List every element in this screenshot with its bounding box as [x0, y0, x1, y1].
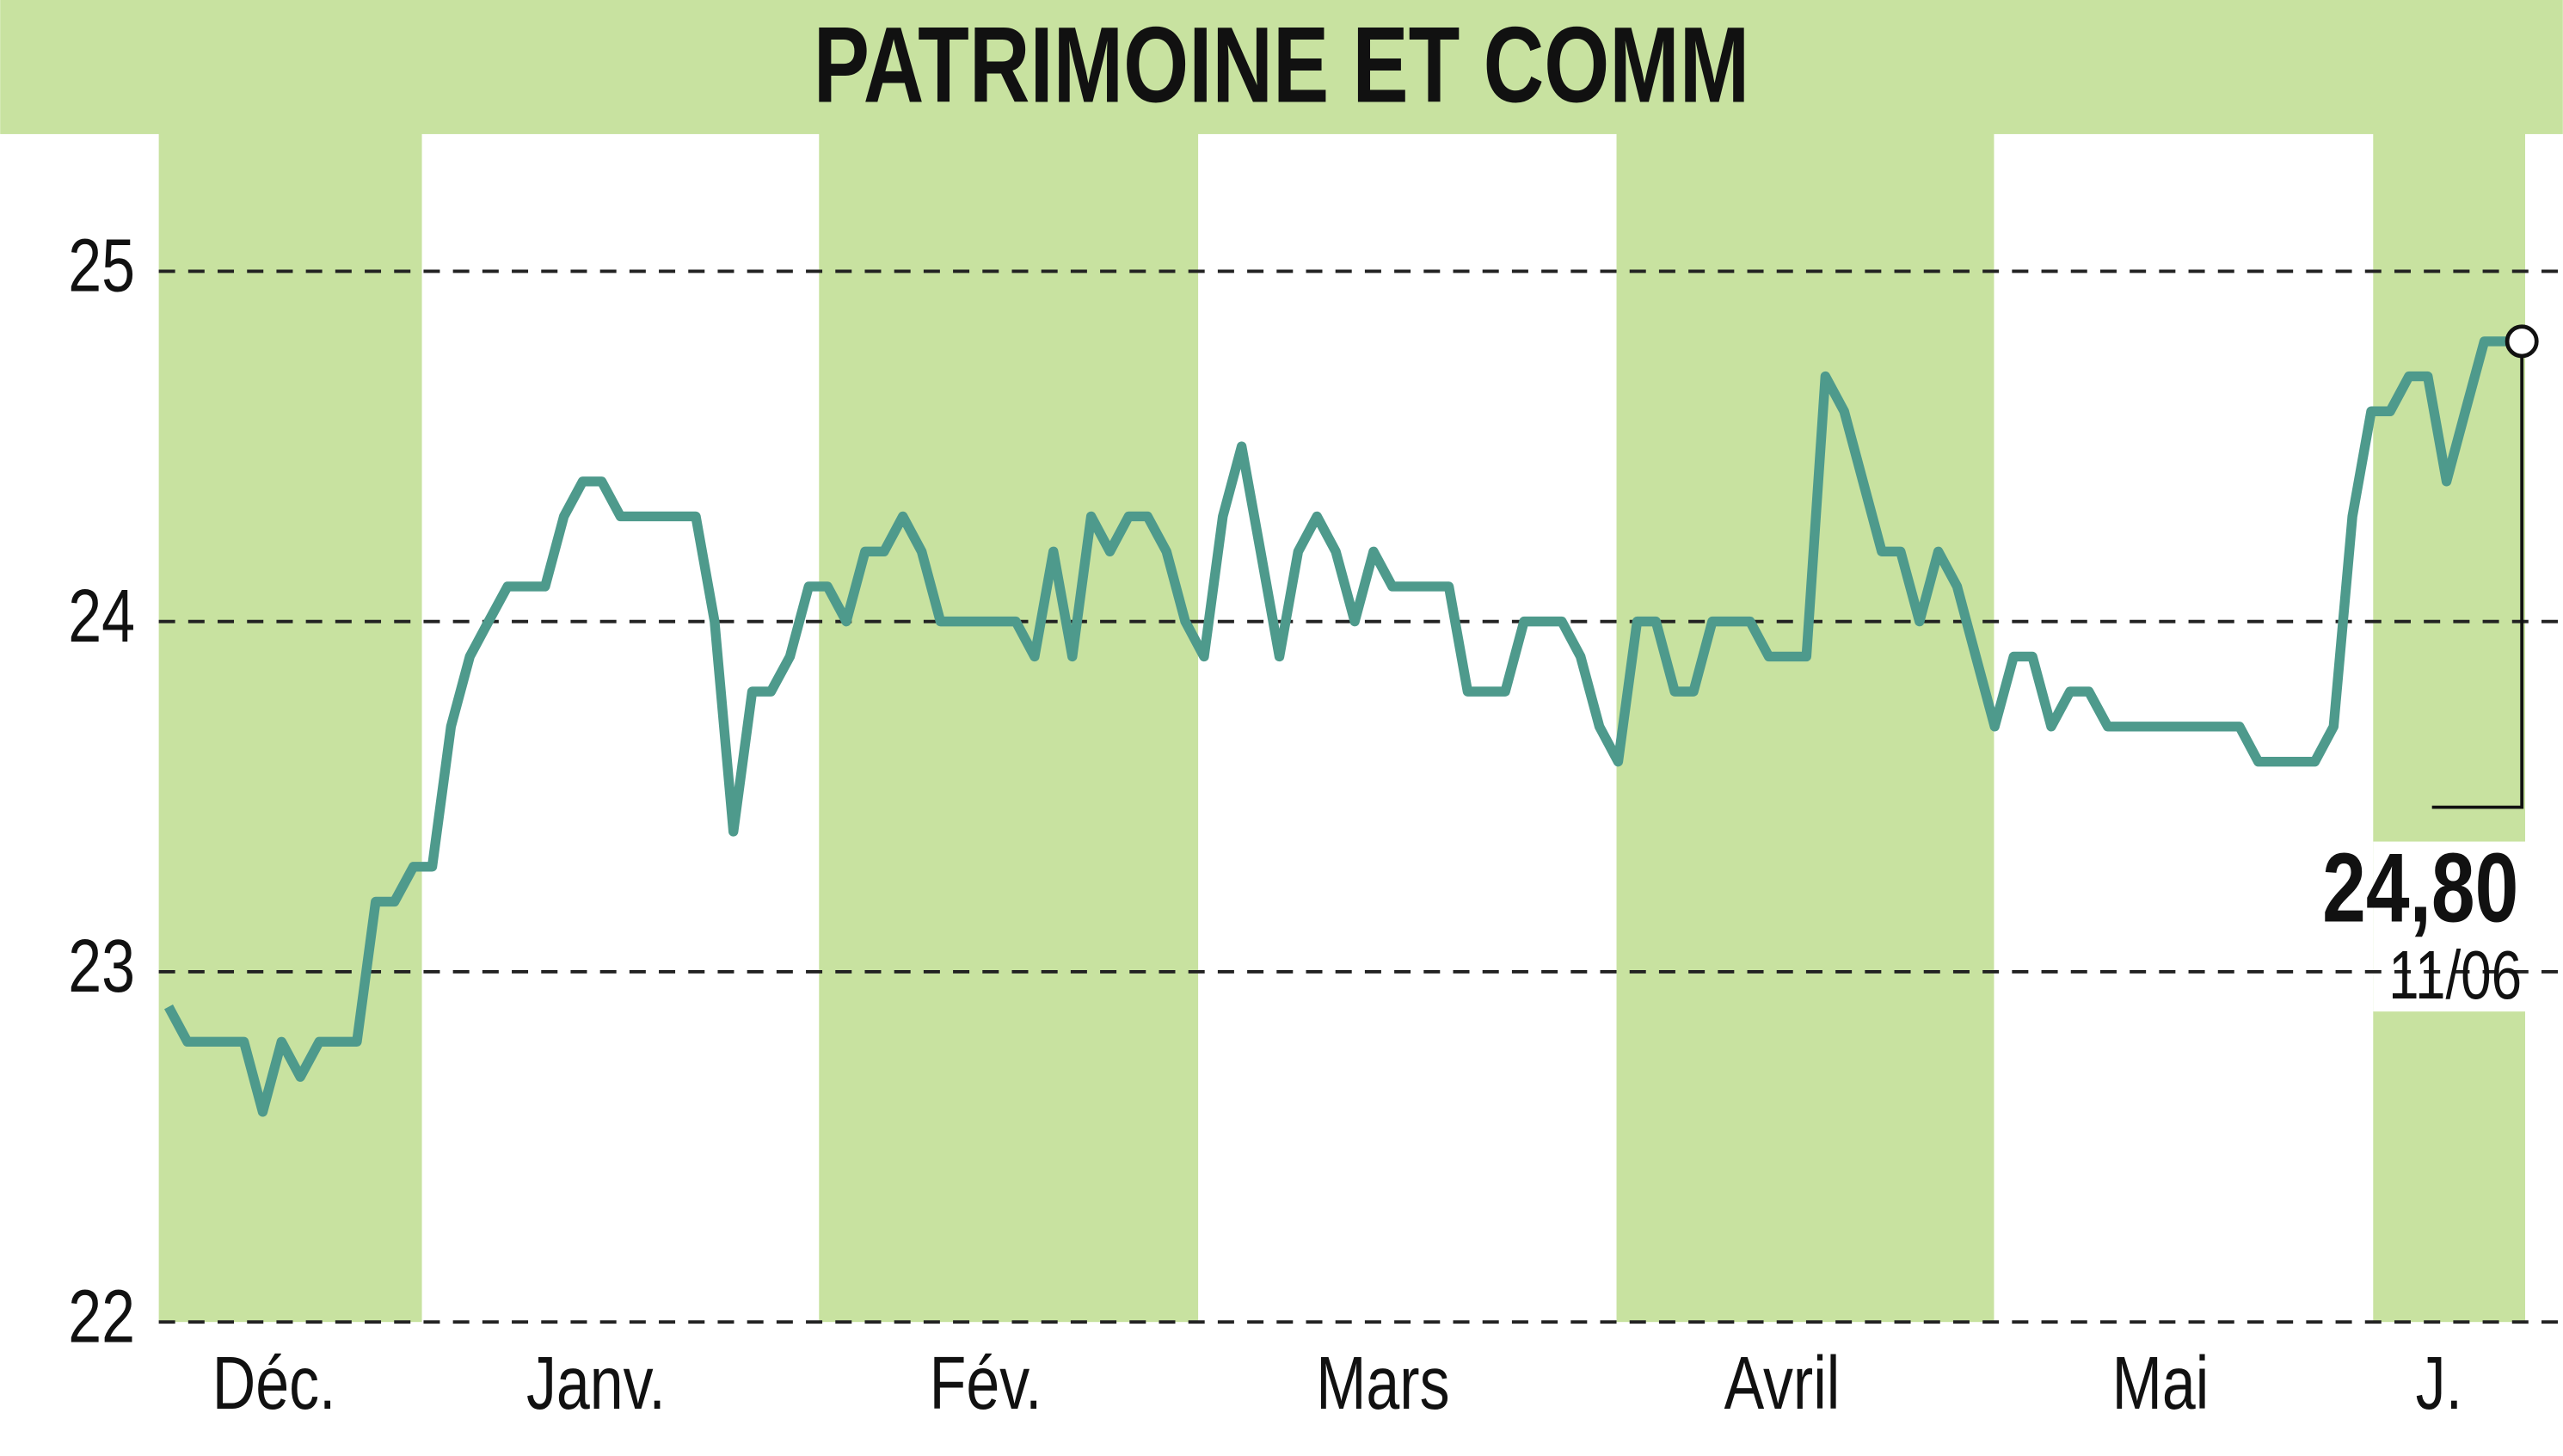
x-tick-label: Déc. [212, 1341, 336, 1425]
x-tick-label: Mars [1316, 1341, 1449, 1425]
y-tick-label: 22 [68, 1274, 135, 1358]
y-tick-label: 23 [68, 924, 135, 1008]
y-tick-label: 24 [68, 573, 135, 657]
month-band [819, 0, 1199, 1323]
last-value-label: 24,80 [2322, 833, 2518, 943]
x-tick-label: Avril [1724, 1341, 1841, 1425]
x-tick-label: Janv. [526, 1341, 666, 1425]
x-tick-label: Mai [2112, 1341, 2210, 1425]
month-band [2373, 0, 2525, 1323]
x-tick-label: J. [2416, 1341, 2462, 1425]
last-point [2505, 324, 2539, 359]
price-line [164, 336, 2523, 1117]
last-date: 11/06 [2388, 937, 2522, 1013]
callout-line [2431, 341, 2524, 809]
month-band [158, 0, 422, 1323]
chart-title: PATRIMOINE ET COMM [814, 4, 1750, 126]
y-tick-label: 25 [68, 223, 135, 307]
label-bg [2373, 841, 2529, 1012]
title-bar-cover [0, 0, 2563, 134]
x-tick-label: Fév. [930, 1341, 1042, 1425]
